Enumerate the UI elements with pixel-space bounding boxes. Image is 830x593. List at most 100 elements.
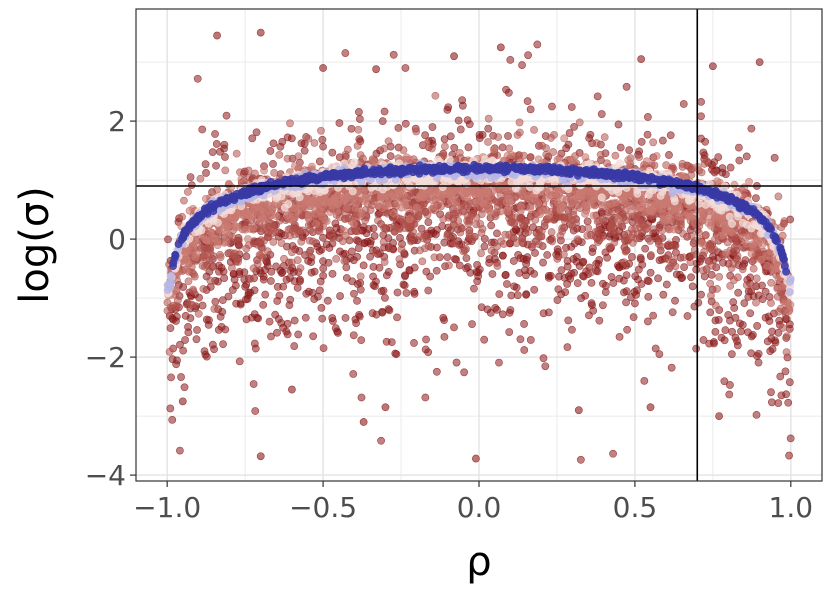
data-point — [199, 253, 208, 261]
data-point — [658, 226, 667, 235]
data-point — [348, 187, 357, 196]
data-point — [694, 298, 703, 307]
data-point — [353, 296, 361, 305]
data-point — [212, 161, 220, 170]
data-point — [785, 307, 793, 316]
data-point — [526, 153, 535, 161]
data-point — [325, 244, 334, 252]
data-point — [651, 344, 660, 353]
data-point — [421, 393, 430, 402]
data-point — [318, 208, 327, 216]
data-point — [553, 296, 562, 304]
data-point — [616, 143, 625, 152]
data-point — [564, 140, 573, 149]
data-point — [774, 192, 783, 201]
data-point — [393, 288, 402, 297]
data-point — [643, 113, 652, 121]
data-point — [456, 223, 465, 232]
data-point — [749, 220, 758, 229]
data-point — [699, 266, 707, 275]
data-point — [198, 125, 207, 134]
data-point — [603, 253, 612, 262]
data-point — [654, 274, 662, 283]
data-point — [475, 265, 484, 274]
data-point — [480, 234, 489, 243]
data-point — [418, 257, 427, 266]
data-point — [528, 240, 537, 249]
data-point — [450, 143, 459, 152]
data-point — [488, 270, 497, 278]
data-point — [165, 347, 174, 356]
data-point — [786, 434, 795, 443]
data-point — [568, 155, 576, 164]
data-point — [453, 185, 461, 194]
data-point — [251, 344, 260, 353]
data-point — [341, 150, 350, 159]
data-point — [575, 262, 584, 270]
data-point — [627, 233, 636, 242]
data-point — [283, 330, 292, 339]
data-point — [741, 256, 750, 265]
data-point — [679, 253, 688, 262]
data-point — [623, 325, 632, 334]
data-point — [747, 349, 756, 358]
data-point — [515, 118, 524, 127]
data-point — [180, 383, 189, 392]
data-point — [697, 112, 705, 121]
data-point — [780, 217, 789, 226]
data-point — [424, 218, 433, 226]
data-point — [168, 415, 177, 424]
data-point — [589, 211, 598, 220]
data-point — [658, 136, 667, 145]
data-point — [583, 217, 592, 226]
data-point — [389, 50, 398, 59]
data-point — [644, 317, 652, 326]
data-point — [784, 398, 793, 407]
data-point — [734, 288, 743, 297]
data-point — [448, 195, 457, 204]
data-point — [777, 391, 786, 400]
data-point — [440, 238, 449, 247]
data-point — [697, 134, 705, 143]
data-point — [286, 295, 295, 304]
data-point — [384, 305, 393, 314]
data-point — [401, 64, 410, 72]
data-point — [287, 134, 296, 143]
data-point — [357, 393, 366, 402]
data-point — [559, 250, 568, 259]
data-point — [379, 286, 388, 295]
data-point — [336, 292, 344, 300]
data-point — [523, 192, 532, 200]
data-point — [522, 290, 531, 299]
data-point — [498, 310, 507, 319]
data-point — [229, 250, 238, 258]
data-point — [296, 264, 305, 273]
data-point — [370, 231, 379, 240]
data-point — [184, 323, 192, 331]
data-point — [635, 153, 644, 162]
data-point — [443, 230, 452, 239]
data-point — [290, 342, 299, 350]
data-point — [593, 92, 602, 101]
data-point — [607, 207, 616, 216]
data-point — [710, 235, 719, 244]
data-point — [297, 139, 306, 148]
data-point — [446, 132, 455, 141]
data-point — [655, 350, 664, 358]
data-point — [219, 340, 227, 349]
data-point — [515, 128, 524, 137]
data-point — [349, 220, 358, 228]
data-point — [252, 128, 261, 137]
data-point — [300, 146, 309, 155]
data-point — [701, 231, 710, 239]
data-point — [646, 268, 655, 277]
data-point — [310, 267, 319, 276]
data-point — [333, 207, 341, 215]
data-point — [200, 262, 209, 271]
data-point — [319, 142, 327, 151]
data-point — [176, 446, 184, 455]
data-point — [465, 120, 474, 129]
data-point — [460, 368, 469, 377]
data-point — [757, 229, 765, 238]
data-point — [290, 268, 298, 276]
